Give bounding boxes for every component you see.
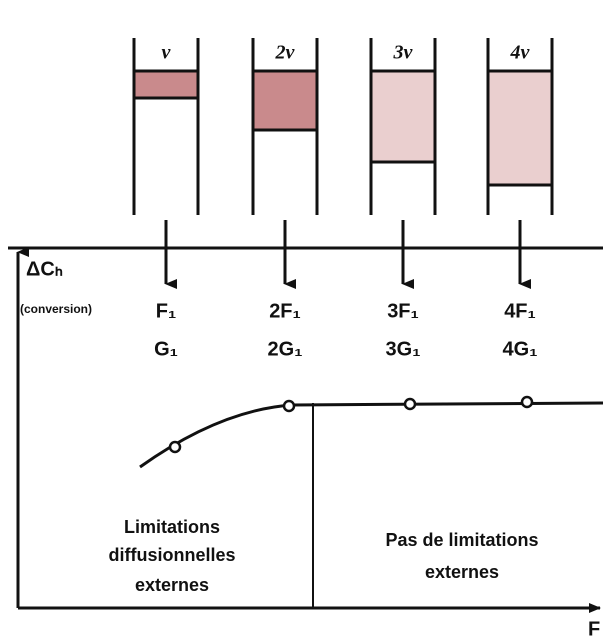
- flow-label: 3F₁: [387, 300, 419, 322]
- arrows: [164, 220, 531, 289]
- tube: 2v: [251, 38, 319, 215]
- catalyst-bed: [489, 72, 551, 185]
- tube: 4v: [486, 38, 554, 215]
- catalyst-bed: [254, 72, 316, 130]
- region-label: diffusionnelles: [108, 545, 235, 565]
- mass-label: G₁: [154, 338, 178, 360]
- region-label: externes: [135, 575, 209, 595]
- region-label: externes: [425, 562, 499, 582]
- region-label: Limitations: [124, 517, 220, 537]
- point: [520, 395, 534, 409]
- y-axis-label: ΔCₕ: [26, 258, 63, 280]
- tube-label: 2v: [275, 42, 296, 64]
- tube: v: [132, 38, 200, 215]
- mass-label: 2G₁: [268, 338, 303, 360]
- point: [168, 440, 182, 454]
- mass-label: 3G₁: [386, 338, 421, 360]
- point: [403, 397, 417, 411]
- flow-label: 4F₁: [504, 300, 536, 322]
- tube-label: v: [162, 42, 172, 64]
- x-axis-label: F: [588, 618, 600, 640]
- catalyst-bed: [372, 72, 434, 162]
- mass-label: 4G₁: [503, 338, 538, 360]
- tube: 3v: [369, 38, 437, 215]
- y-axis-sublabel: (conversion): [20, 302, 92, 316]
- conversion-curve: [139, 401, 603, 469]
- tube-label: 4v: [510, 42, 531, 64]
- region-label: Pas de limitations: [385, 530, 538, 550]
- catalyst-bed: [135, 72, 197, 98]
- point: [282, 399, 296, 413]
- points: [168, 395, 534, 454]
- flow-label: 2F₁: [269, 300, 301, 322]
- flow-label: F₁: [156, 300, 177, 322]
- tube-label: 3v: [393, 42, 414, 64]
